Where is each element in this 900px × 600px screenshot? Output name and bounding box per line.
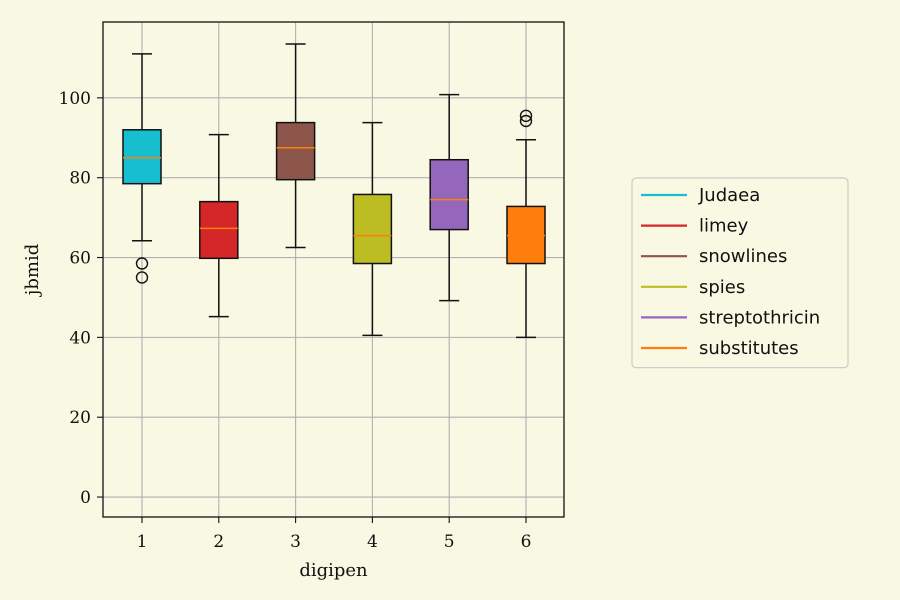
box-snowlines xyxy=(275,43,316,249)
y-tick-label: 40 xyxy=(69,328,91,348)
y-tick-label: 100 xyxy=(59,89,91,109)
legend-label: spies xyxy=(699,277,745,298)
x-axis-title: digipen xyxy=(299,560,368,581)
box-body xyxy=(429,158,469,231)
x-tick-label: 6 xyxy=(521,532,532,552)
x-tick-label: 4 xyxy=(367,532,378,552)
legend-label: Judaea xyxy=(698,185,760,206)
box-body xyxy=(122,129,162,185)
legend: Judaea limey snowlines spies streptothricin s… xyxy=(631,177,849,369)
box-body xyxy=(199,200,239,260)
legend-label: streptothricin xyxy=(699,307,820,328)
x-tick-label: 2 xyxy=(213,532,224,552)
outlier-point xyxy=(135,257,149,270)
box-streptothricin xyxy=(429,93,469,302)
box-substitutes xyxy=(506,109,546,339)
legend-label: snowlines xyxy=(699,246,787,267)
legend-label: substitutes xyxy=(699,338,799,359)
grid xyxy=(103,22,564,517)
box-spies xyxy=(352,121,393,337)
outlier-point xyxy=(519,109,533,123)
y-tick-label: 0 xyxy=(80,488,91,508)
box-body xyxy=(352,193,393,265)
y-tick-label: 80 xyxy=(69,169,91,189)
box-body xyxy=(275,121,316,181)
x-tick-label: 1 xyxy=(137,532,148,552)
plot-frame xyxy=(102,21,565,518)
box-limey xyxy=(199,133,239,318)
legend-label: limey xyxy=(699,216,749,237)
outlier-point xyxy=(519,114,533,128)
x-tick-label: 3 xyxy=(290,532,301,552)
box-Judaea xyxy=(122,53,162,284)
y-axis-title: jbmid xyxy=(22,244,43,297)
x-tick-label: 5 xyxy=(444,532,455,552)
boxes xyxy=(122,43,546,339)
y-tick-label: 20 xyxy=(69,408,91,428)
y-tick-label: 60 xyxy=(69,249,91,269)
outlier-point xyxy=(135,271,149,284)
